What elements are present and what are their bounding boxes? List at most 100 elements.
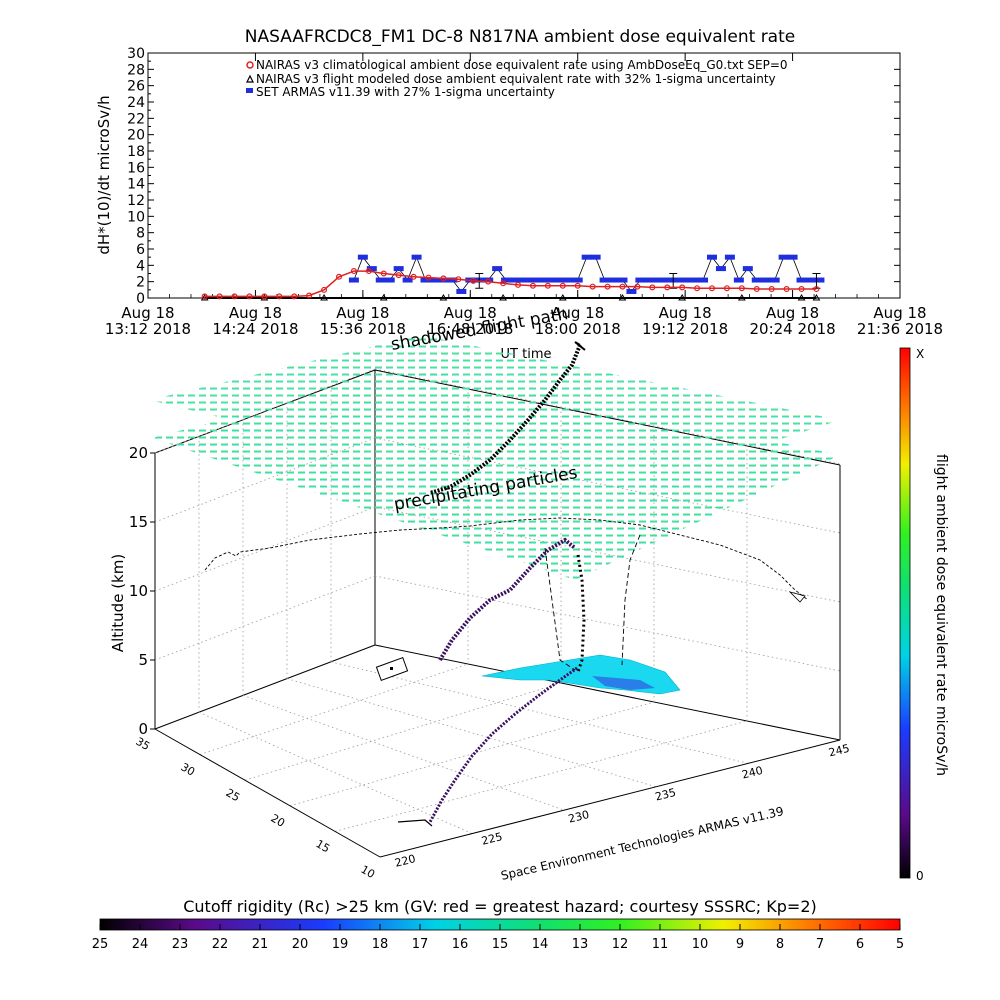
legend-marker-nairas-flight <box>246 74 254 83</box>
latitude-tick-label: 35 <box>133 735 152 753</box>
x-tick-time: 13:12 2018 <box>105 320 191 338</box>
x-tick-time: 21:36 2018 <box>857 320 943 338</box>
floor-frame <box>154 728 841 858</box>
longitude-tick-label: 230 <box>567 808 591 826</box>
rigidity-tick-label: 18 <box>372 937 389 952</box>
data-point-nairas-climatological <box>365 268 372 275</box>
data-point-nairas-climatological <box>410 273 417 280</box>
x-tick-date: Aug 18 <box>121 304 174 322</box>
vertical-projection <box>621 534 641 666</box>
y-tick-label: 6 <box>136 242 145 258</box>
rigidity-colorbar-title: Cutoff rigidity (Rc) >25 km (GV: red = g… <box>183 897 817 916</box>
data-point-armas <box>814 277 825 283</box>
data-point-nairas-flight <box>379 294 388 301</box>
flight-track-vertical <box>576 554 586 673</box>
rigidity-tick-label: 14 <box>532 937 549 952</box>
data-point-nairas-flight <box>618 294 627 301</box>
surface-rigidity-patch <box>592 676 655 690</box>
longitude-tick-label: 225 <box>480 830 504 848</box>
grid-line <box>154 506 376 592</box>
x-tick-time: 14:24 2018 <box>212 320 298 338</box>
rigidity-tick-label: 20 <box>292 937 309 952</box>
z-tick-label: 5 <box>138 651 148 669</box>
data-point-armas <box>724 254 735 260</box>
rigidity-tick-label: 21 <box>252 937 269 952</box>
data-point-nairas-climatological <box>529 282 536 289</box>
legend: NAIRAS v3 climatological ambient dose eq… <box>246 58 788 99</box>
series-line-nairas-climatological <box>204 270 817 298</box>
series-nairas-climatological <box>201 268 820 300</box>
data-point-nairas-climatological <box>723 285 730 292</box>
data-point-nairas-flight <box>320 294 328 301</box>
rigidity-tick-label: 10 <box>692 937 709 952</box>
data-point-nairas-climatological <box>321 286 328 293</box>
data-point-nairas-climatological <box>246 293 253 300</box>
dose-colorbar-title: flight ambient dose equivalent rate micr… <box>933 454 949 776</box>
data-point-armas <box>590 254 601 260</box>
data-point-nairas-climatological <box>395 272 402 279</box>
y-tick-label: 8 <box>136 226 145 242</box>
data-point-nairas-climatological <box>261 293 268 300</box>
rigidity-tick-label: 12 <box>612 937 629 952</box>
data-point-nairas-climatological <box>216 293 223 300</box>
data-point-nairas-climatological <box>753 286 760 293</box>
data-point-nairas-climatological <box>619 283 626 290</box>
data-point-armas <box>778 254 789 260</box>
data-point-nairas-climatological <box>515 281 522 288</box>
rigidity-colorbar-ticks: 25 24 23 22 21 20 19 18 17 16 15 14 13 12 11 10 9 8 7 6 5 <box>92 924 904 952</box>
data-point-armas <box>510 277 521 283</box>
data-point-nairas-climatological <box>649 284 656 291</box>
x-tick-time: 15:36 2018 <box>320 320 406 338</box>
x-tick-date: Aug 18 <box>551 304 604 322</box>
data-point-nairas-climatological <box>679 284 686 291</box>
data-point-armas <box>554 277 565 283</box>
z-ticks: 0 5 10 15 20 <box>129 444 155 738</box>
latitude-tick-label: 25 <box>223 786 242 804</box>
dose-colorbar-top-label: X <box>916 347 924 361</box>
x-tick-date: Aug 18 <box>444 304 497 322</box>
data-point-armas <box>671 277 682 283</box>
legend-entry-armas: SET ARMAS v11.39 with 27% 1-sigma uncert… <box>256 85 555 99</box>
data-point-armas <box>635 277 646 283</box>
data-point-nairas-flight <box>812 294 821 301</box>
rigidity-tick-label: 5 <box>896 937 904 952</box>
data-point-armas <box>733 277 744 283</box>
data-point-nairas-flight <box>200 294 209 301</box>
airport-marker-dot <box>390 667 393 670</box>
rigidity-tick-label: 8 <box>776 937 784 952</box>
z-tick-label: 15 <box>129 513 148 531</box>
y-tick-label: 0 <box>136 291 145 307</box>
legend-entry-nairas-climatological: NAIRAS v3 climatological ambient dose eq… <box>256 58 788 72</box>
x-tick-time: 16:48 2018 <box>427 320 513 338</box>
data-point-nairas-climatological <box>500 280 507 287</box>
data-point-armas <box>384 277 395 283</box>
x-tick-time: 18:00 2018 <box>535 320 621 338</box>
data-point-armas <box>680 277 691 283</box>
flight-track-origin <box>397 819 433 827</box>
grid-line <box>289 701 655 807</box>
data-point-armas <box>536 277 547 283</box>
rigidity-tick-label: 6 <box>856 937 864 952</box>
data-point-nairas-climatological <box>350 268 357 275</box>
longitude-tick-label: 235 <box>654 786 678 804</box>
data-point-armas <box>527 277 538 283</box>
y-tick-label: 28 <box>127 62 145 78</box>
series-nairas-flight <box>200 294 821 301</box>
longitude-tick-label: 245 <box>827 742 851 760</box>
data-point-nairas-climatological <box>768 286 775 293</box>
z-axis-label: Altitude (km) <box>109 554 127 652</box>
altitude-3d-plot: precipitating particles shadowed flight … <box>109 304 851 883</box>
data-point-nairas-climatological <box>440 275 447 282</box>
rigidity-tick-label: 24 <box>132 937 149 952</box>
data-point-armas <box>805 277 816 283</box>
data-point-armas <box>429 277 440 283</box>
data-point-nairas-climatological <box>276 293 283 300</box>
rigidity-tick-label: 19 <box>332 937 349 952</box>
data-point-armas <box>626 288 637 294</box>
data-point-armas <box>787 254 798 260</box>
rigidity-tick-label: 16 <box>452 937 469 952</box>
error-bar <box>669 273 678 289</box>
legend-entry-nairas-flight: NAIRAS v3 flight modeled dose ambient eq… <box>256 72 776 86</box>
data-point-armas <box>456 288 467 294</box>
y-tick-label: 26 <box>127 79 145 95</box>
